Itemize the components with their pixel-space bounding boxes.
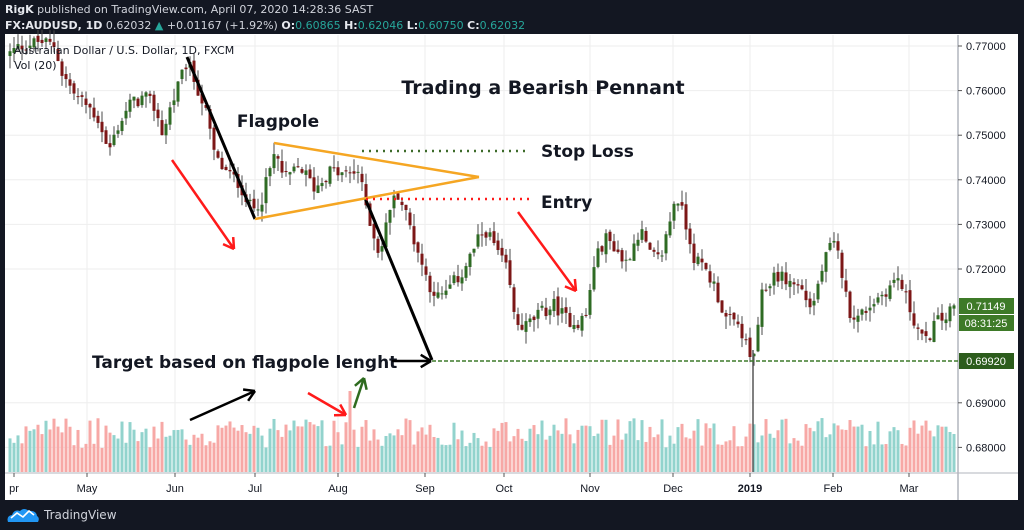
open-value: 0.60865 bbox=[295, 19, 341, 32]
svg-text:0.69000: 0.69000 bbox=[966, 398, 1006, 410]
tradingview-cloud-icon bbox=[7, 509, 39, 522]
publish-header: RigK published on TradingView.com, April… bbox=[5, 2, 525, 34]
svg-text:Target based on flagpole lengh: Target based on flagpole lenght bbox=[92, 353, 397, 373]
svg-text:Oct: Oct bbox=[495, 483, 512, 495]
svg-text:pr: pr bbox=[9, 483, 19, 495]
volume-bars bbox=[8, 391, 956, 472]
svg-text:0.69920: 0.69920 bbox=[966, 356, 1006, 368]
svg-text:0.74000: 0.74000 bbox=[966, 175, 1006, 187]
symbol-name: FX:AUDUSD, 1D bbox=[5, 19, 103, 32]
svg-text:2019: 2019 bbox=[738, 483, 762, 495]
open-label: O: bbox=[281, 19, 296, 32]
axes: 0.77000 0.76000 0.75000 0.74000 0.73000 0.720… bbox=[5, 35, 1018, 500]
svg-text:0.75000: 0.75000 bbox=[966, 130, 1006, 142]
svg-text:Aug: Aug bbox=[328, 483, 348, 495]
svg-text:Trading a Bearish Pennant: Trading a Bearish Pennant bbox=[401, 77, 684, 99]
annotations: Trading a Bearish Pennant Flagpole Stop Lo… bbox=[92, 56, 958, 422]
close-value: 0.62032 bbox=[479, 19, 526, 32]
svg-text:May: May bbox=[77, 483, 98, 495]
svg-text:Jun: Jun bbox=[166, 483, 184, 495]
svg-text:Sep: Sep bbox=[415, 483, 435, 495]
footer-brand[interactable]: TradingView bbox=[6, 506, 117, 524]
svg-text:Stop Loss: Stop Loss bbox=[541, 142, 634, 162]
author-name[interactable]: RigK bbox=[5, 3, 34, 16]
series-title[interactable]: Australian Dollar / U.S. Dollar, 1D, FXC… bbox=[14, 44, 235, 57]
svg-text:Flagpole: Flagpole bbox=[237, 112, 319, 132]
svg-text:08:31:25: 08:31:25 bbox=[965, 318, 1008, 330]
price-change: +0.01167 (+1.92%) bbox=[166, 19, 278, 32]
low-value: 0.60750 bbox=[418, 19, 464, 32]
grid-lines bbox=[5, 35, 958, 472]
svg-text:0.77000: 0.77000 bbox=[966, 41, 1006, 53]
svg-text:Nov: Nov bbox=[580, 483, 600, 495]
high-value: 0.62046 bbox=[357, 19, 404, 32]
svg-text:0.76000: 0.76000 bbox=[966, 86, 1006, 98]
svg-text:Feb: Feb bbox=[824, 483, 843, 495]
symbol-info: FX:AUDUSD, 1D 0.62032 ▲ +0.01167 (+1.92%… bbox=[5, 18, 525, 34]
volume-title[interactable]: Vol (20) bbox=[14, 59, 57, 72]
svg-text:0.68000: 0.68000 bbox=[966, 442, 1006, 454]
published-text: published on TradingView.com, April 07, … bbox=[37, 3, 374, 16]
publish-info: RigK published on TradingView.com, April… bbox=[5, 2, 525, 18]
brand-name: TradingView bbox=[44, 508, 117, 522]
last-price: 0.62032 bbox=[105, 19, 152, 32]
triangle-up-icon: ▲ bbox=[154, 19, 164, 32]
high-label: H: bbox=[344, 19, 358, 32]
low-label: L: bbox=[406, 19, 419, 32]
svg-text:Jul: Jul bbox=[248, 483, 262, 495]
svg-text:0.72000: 0.72000 bbox=[966, 264, 1006, 276]
svg-text:Dec: Dec bbox=[663, 483, 683, 495]
close-label: C: bbox=[467, 19, 480, 32]
svg-text:0.71149: 0.71149 bbox=[967, 301, 1006, 313]
candlesticks bbox=[8, 29, 956, 472]
svg-text:Entry: Entry bbox=[541, 193, 592, 213]
chart-legend: Australian Dollar / U.S. Dollar, 1D, FXC… bbox=[14, 43, 234, 73]
svg-text:0.73000: 0.73000 bbox=[966, 219, 1006, 231]
svg-text:Mar: Mar bbox=[900, 483, 919, 495]
